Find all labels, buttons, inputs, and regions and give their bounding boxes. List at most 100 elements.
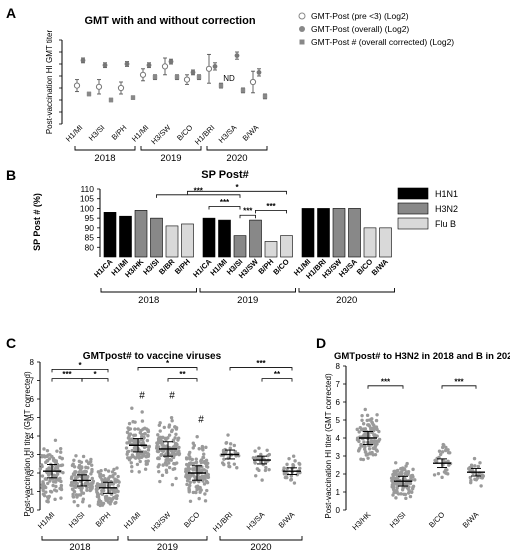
data-point [55, 449, 59, 453]
data-point [138, 459, 142, 464]
data-point [80, 465, 84, 469]
data-point [55, 466, 60, 470]
data-point [446, 459, 450, 463]
data-point [60, 456, 64, 461]
significance-bracket [441, 385, 477, 389]
x-tick-label: B/WA [370, 257, 391, 278]
data-point [195, 435, 199, 439]
panel-a-ylabel: Post-vaccination HI GMT titer [45, 30, 54, 135]
data-point [234, 53, 240, 58]
data-point [394, 461, 398, 465]
data-point [437, 449, 442, 453]
bar [181, 223, 194, 258]
data-point [191, 441, 195, 445]
data-point [51, 483, 55, 488]
data-point [95, 491, 100, 496]
data-point [467, 467, 472, 471]
data-point [75, 495, 79, 499]
data-point [168, 59, 174, 64]
data-point [408, 481, 413, 486]
data-point [169, 415, 174, 420]
data-point [293, 459, 297, 463]
data-point [265, 448, 269, 452]
y-tick-label: 90 [85, 223, 95, 233]
legend-label: GMT-Post (pre <3) (Log2) [311, 11, 409, 21]
data-point [171, 445, 175, 449]
group-label: 2018 [69, 542, 90, 550]
data-point [133, 433, 138, 437]
x-tick-label: H1/BRI [211, 510, 234, 533]
x-tick-label: H1/MI [122, 510, 143, 531]
data-point [73, 82, 81, 89]
data-point [43, 477, 48, 481]
group-label: 2019 [157, 542, 178, 550]
data-point [161, 463, 165, 467]
data-point [267, 467, 271, 472]
group-label: 2018 [138, 295, 159, 306]
data-point [59, 487, 64, 492]
data-point [76, 503, 80, 508]
annotation-nd: ND [223, 74, 235, 83]
group-bracket [100, 288, 197, 293]
panel-b-title: SP Post# [201, 169, 249, 181]
data-point [158, 429, 162, 433]
data-point [41, 488, 45, 493]
data-point [473, 477, 477, 482]
data-point [367, 418, 372, 422]
data-point [403, 492, 408, 497]
group-bracket [199, 288, 296, 293]
data-point [70, 487, 75, 491]
data-point [176, 436, 181, 440]
data-point [111, 497, 115, 501]
data-point [253, 449, 257, 453]
significance-label: *** [243, 207, 253, 216]
data-point [58, 446, 63, 451]
data-point [59, 496, 63, 500]
data-point [116, 484, 120, 488]
data-point [413, 478, 417, 482]
data-point [227, 464, 232, 469]
data-point [167, 465, 172, 470]
data-point [218, 83, 224, 88]
data-point [448, 451, 452, 455]
y-tick-label: 0 [336, 506, 341, 515]
bar [134, 210, 148, 258]
y-tick-label: 2 [30, 469, 35, 478]
data-point [81, 497, 86, 501]
data-point [205, 480, 210, 485]
data-point [125, 430, 130, 435]
data-point [227, 461, 231, 465]
data-point [361, 422, 366, 426]
significance-label: *** [266, 202, 276, 211]
data-point [260, 478, 264, 482]
data-point [188, 450, 192, 455]
group-label: 2018 [94, 153, 115, 164]
bar [103, 212, 117, 258]
data-point [406, 491, 411, 495]
significance-bracket [51, 369, 109, 373]
data-point [116, 489, 120, 494]
data-point [373, 445, 377, 450]
data-point [103, 467, 108, 472]
data-point [203, 461, 208, 465]
data-point [391, 477, 396, 481]
data-point [360, 418, 364, 422]
data-point [108, 97, 114, 103]
data-point [61, 470, 65, 475]
data-point [86, 91, 92, 97]
data-point [476, 464, 481, 469]
data-point [58, 476, 62, 481]
x-tick-label: H3/SA [245, 510, 267, 532]
data-point [116, 474, 120, 479]
data-point [72, 489, 77, 494]
data-point [205, 472, 209, 476]
data-point [394, 496, 398, 500]
hash-mark: # [198, 414, 204, 425]
significance-label: ** [179, 370, 186, 379]
legend-swatch-h3n2 [397, 202, 429, 215]
y-tick-label: 8 [336, 362, 341, 371]
data-point [212, 64, 218, 69]
data-point [201, 455, 205, 460]
data-point [142, 432, 147, 436]
